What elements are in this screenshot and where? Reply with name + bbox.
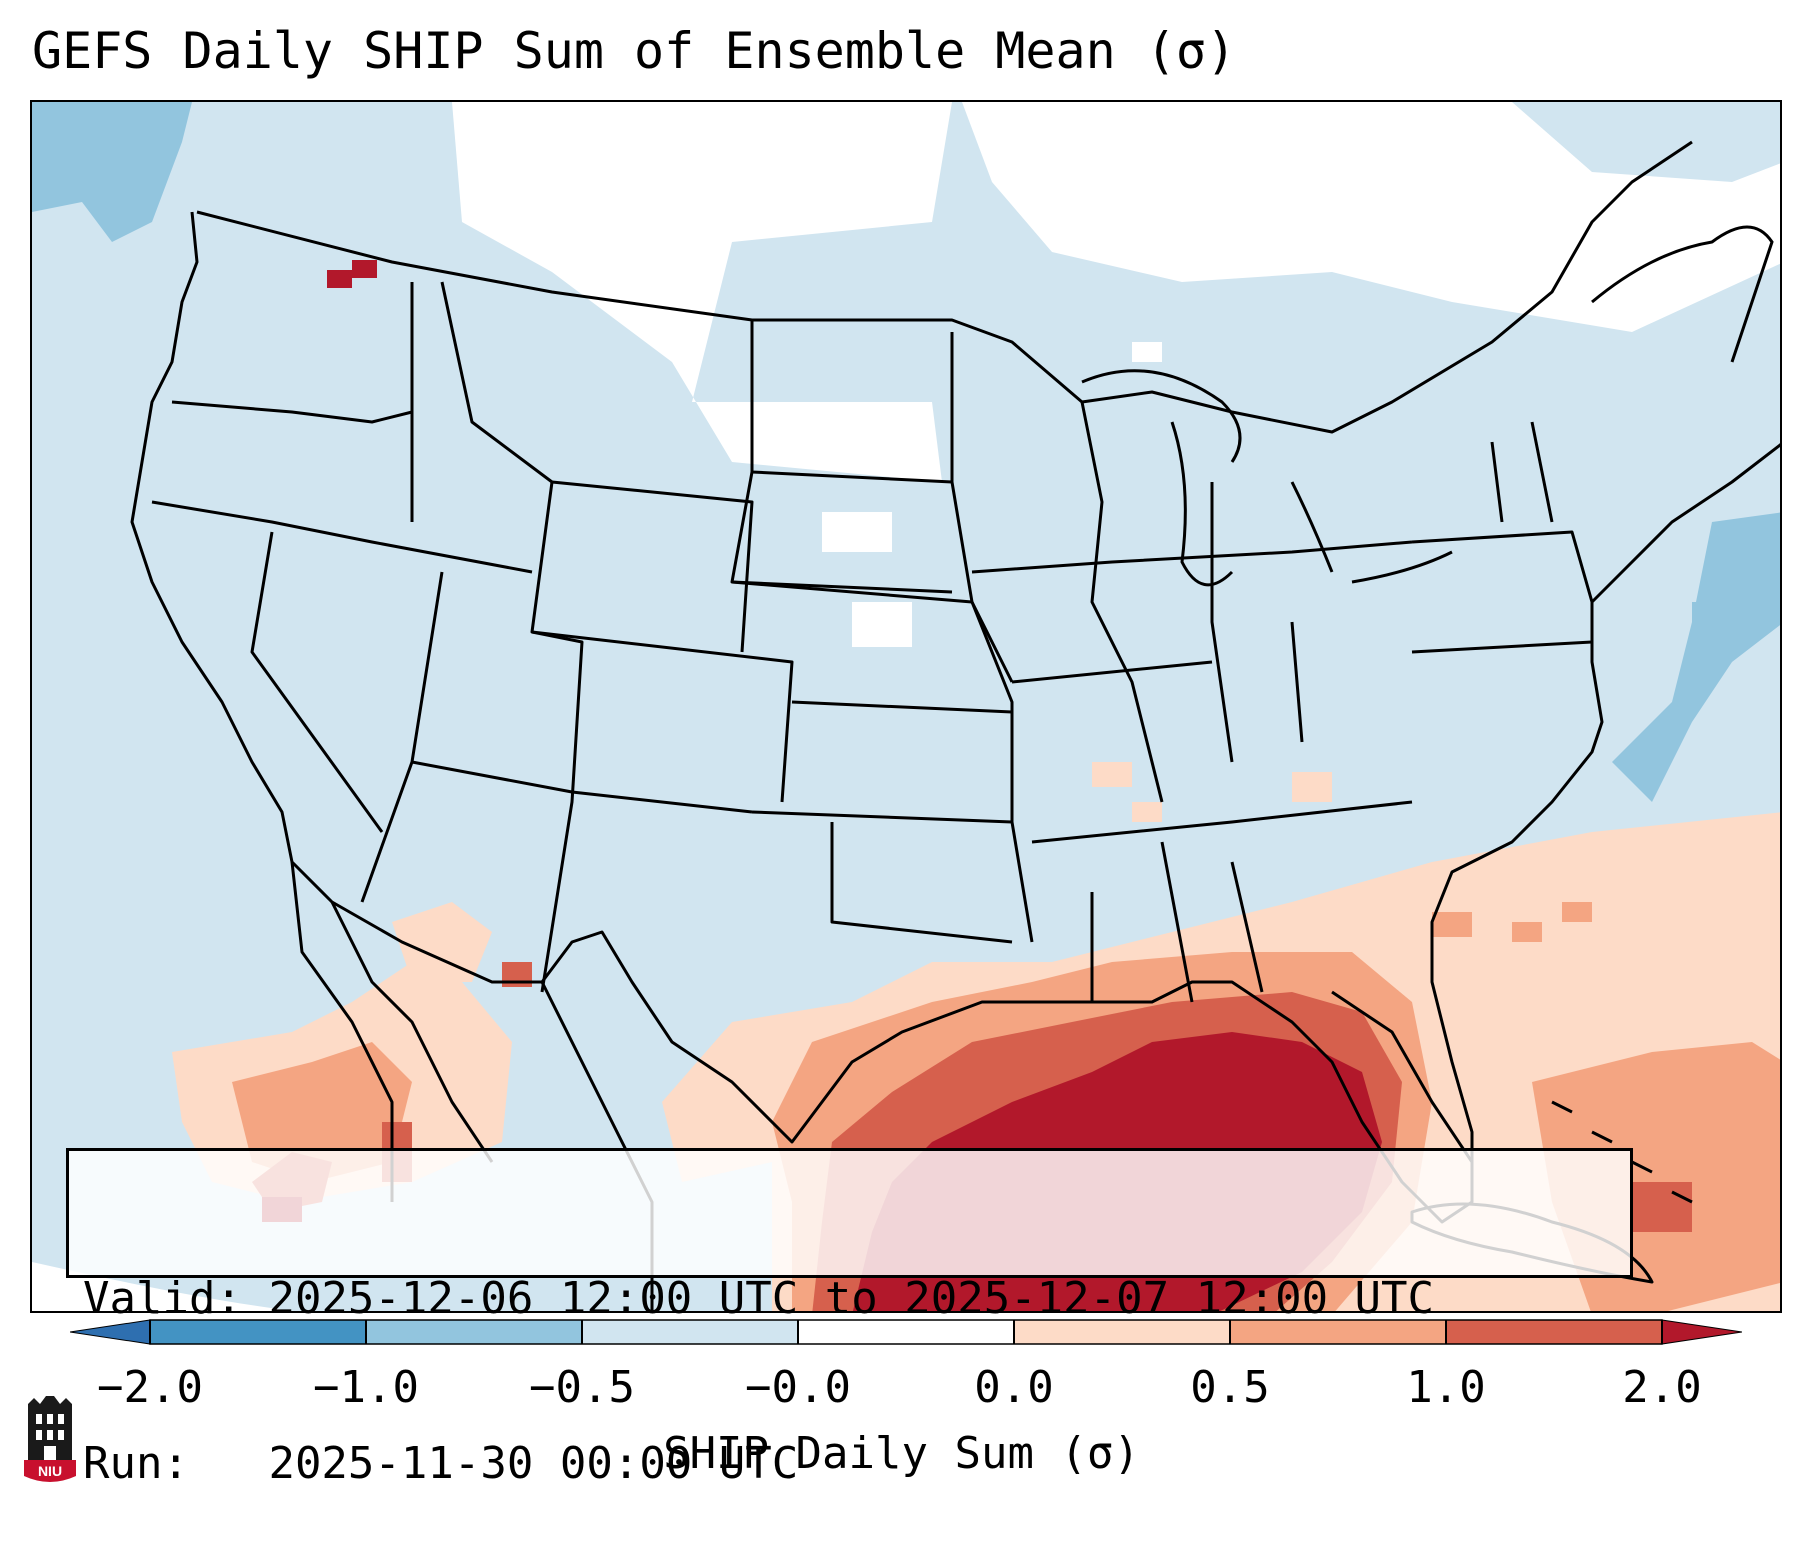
valid-label: Valid: <box>83 1273 242 1324</box>
colorbar-tick-label: 0.5 <box>1190 1362 1270 1413</box>
colorbar-bin-3 <box>582 1320 798 1344</box>
colorbar-tick-label: −0.0 <box>745 1362 851 1413</box>
colorbar-tick-label: 1.0 <box>1406 1362 1486 1413</box>
colorbar-tick-label: −0.5 <box>529 1362 635 1413</box>
colorbar <box>70 1319 1742 1345</box>
colorbar-extend-high <box>1661 1319 1742 1345</box>
moderate-negative-patches <box>32 102 1780 802</box>
colorbar-bin-1 <box>150 1320 366 1344</box>
colorbar-tick-label: 2.0 <box>1622 1362 1702 1413</box>
logo-text: NIU <box>38 1463 62 1479</box>
colorbar-bin-7 <box>1446 1320 1662 1344</box>
map-panel <box>30 100 1782 1313</box>
colorbar-bin-6 <box>1230 1320 1446 1344</box>
map-canvas <box>32 102 1780 1311</box>
valid-time-row: Valid: 2025-12-06 12:00 UTC to 2025-12-0… <box>83 1271 1630 1326</box>
coastline-canada <box>1591 225 1774 363</box>
colorbar-tick-label: −2.0 <box>97 1362 203 1413</box>
run-value: 2025-11-30 00:00 UTC <box>268 1438 799 1489</box>
colorbar-bin-5 <box>1014 1320 1230 1344</box>
colorbar-label: SHIP Daily Sum (σ) <box>663 1428 1140 1479</box>
near-zero-patches <box>452 102 1780 647</box>
valid-value: 2025-12-06 12:00 UTC to 2025-12-07 12:00… <box>268 1273 1435 1324</box>
colorbar-bin-2 <box>366 1320 582 1344</box>
colorbar-tick-label: −1.0 <box>313 1362 419 1413</box>
logo-shield <box>24 1460 76 1482</box>
map-title: GEFS Daily SHIP Sum of Ensemble Mean (σ) <box>32 22 1237 80</box>
colorbar-extend-low <box>70 1319 151 1345</box>
off-domain-corner <box>32 1262 294 1311</box>
run-time-row: Run: 2025-11-30 00:00 UTC <box>83 1436 1630 1491</box>
run-label: Run: <box>83 1438 189 1489</box>
colorbar-ticks <box>149 1320 1663 1344</box>
niu-logo: NIU <box>24 1396 76 1482</box>
colorbar-tick-label: 0.0 <box>974 1362 1054 1413</box>
state-boundaries <box>130 140 1780 1311</box>
validity-info-box: Valid: 2025-12-06 12:00 UTC to 2025-12-0… <box>66 1148 1633 1489</box>
colorbar-bin-4 <box>798 1320 1014 1344</box>
logo-tower <box>28 1396 72 1462</box>
